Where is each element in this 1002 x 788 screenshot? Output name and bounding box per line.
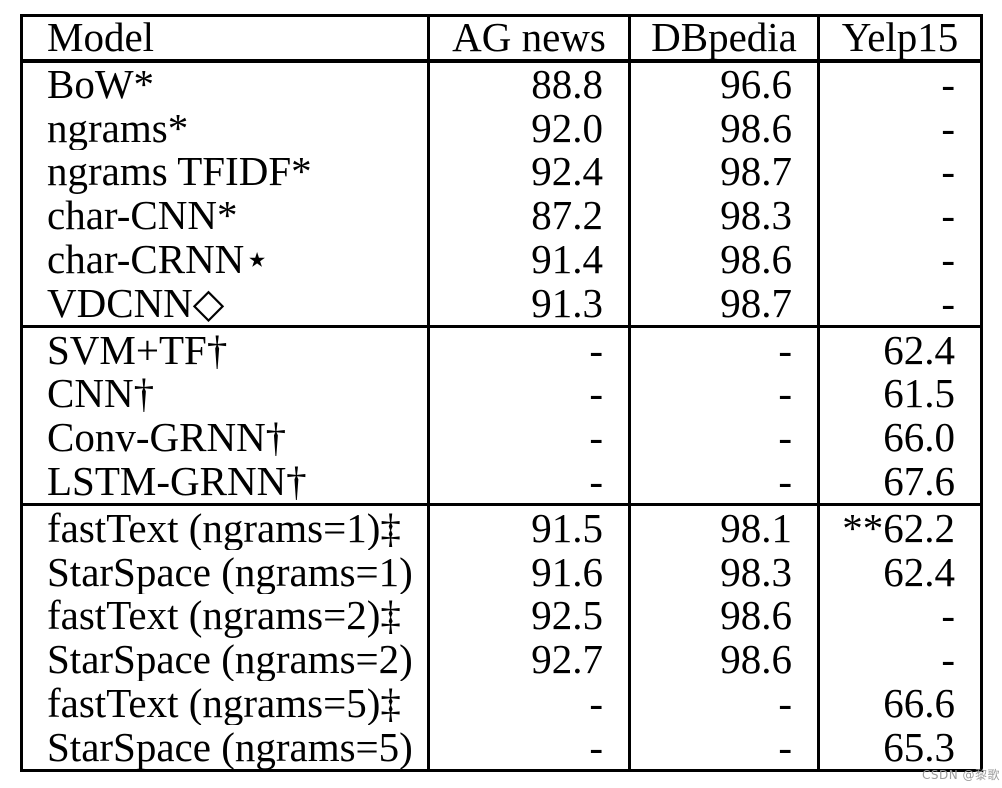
score-cell-yelp15: - [817,637,983,682]
score-cell-dbpedia: 96.6 [628,59,820,107]
score-cell-ag-news: 92.5 [427,593,631,638]
table-section-3: fastText (ngrams=1)‡ 91.5 98.1 **62.2 StarSp… [20,503,983,771]
score-cell-ag-news: 91.4 [427,237,631,282]
score-cell-dbpedia: - [628,325,820,372]
score-cell-dbpedia: 98.3 [628,193,820,238]
score-cell-yelp15: 61.5 [817,372,983,416]
model-name-cell: fastText (ngrams=5)‡ [20,681,430,726]
table-header: Model AG news DBpedia Yelp15 [20,15,983,63]
column-header-model: Model [20,15,430,63]
score-cell-ag-news: 87.2 [427,193,631,238]
score-cell-dbpedia: - [628,459,820,505]
score-cell-ag-news: 92.7 [427,637,631,682]
table-row: StarSpace (ngrams=5) - -65.3 [20,725,983,771]
model-name-cell: VDCNN◇ [20,281,430,327]
model-name-cell: ngrams TFIDF* [20,150,430,194]
table-row: char-CNN* 87.2 98.3- [20,193,983,238]
score-cell-yelp15: 62.4 [817,325,983,372]
model-name-cell: fastText (ngrams=2)‡ [20,593,430,638]
score-cell-yelp15: - [817,281,983,327]
score-cell-dbpedia: 98.6 [628,593,820,638]
model-name-cell: ngrams* [20,106,430,151]
column-header-dbpedia: DBpedia [628,15,820,63]
score-cell-dbpedia: 98.6 [628,106,820,151]
model-name-cell: LSTM-GRNN† [20,459,430,505]
score-cell-ag-news: 88.8 [427,59,631,107]
model-name-cell: Conv-GRNN† [20,415,430,460]
model-name-cell: StarSpace (ngrams=2) [20,637,430,682]
model-results-table: Model AG news DBpedia Yelp15 BoW* 88.8 96.… [20,14,983,772]
score-cell-yelp15: 65.3 [817,725,983,771]
score-cell-ag-news: - [427,415,631,460]
table-row: fastText (ngrams=2)‡ 92.5 98.6- [20,593,983,638]
score-cell-yelp15: - [817,59,983,107]
model-name-cell: StarSpace (ngrams=5) [20,725,430,771]
score-cell-yelp15: - [817,237,983,282]
table-section-1: BoW* 88.8 96.6- ngrams* 92.0 98.6- ngrams TFID… [20,59,983,327]
score-cell-yelp15: 66.0 [817,415,983,460]
table-section-2: SVM+TF† - -62.4 CNN† - -61.5 Conv-GRNN† - -66.0 L… [20,325,983,505]
score-cell-dbpedia: 98.7 [628,150,820,194]
table-row: VDCNN◇ 91.3 98.7- [20,281,983,327]
table-row: LSTM-GRNN† - -67.6 [20,459,983,505]
score-cell-ag-news: - [427,681,631,726]
table-row: fastText (ngrams=1)‡ 91.5 98.1 **62.2 [20,503,983,551]
score-cell-dbpedia: 98.3 [628,550,820,594]
model-name-cell: SVM+TF† [20,325,430,372]
score-cell-dbpedia: 98.7 [628,281,820,327]
column-header-ag-news: AG news [427,15,631,63]
table-row: SVM+TF† - -62.4 [20,325,983,372]
table-row: ngrams* 92.0 98.6- [20,106,983,151]
column-header-yelp15: Yelp15 [817,15,983,63]
score-cell-dbpedia: - [628,725,820,771]
model-name-cell: char-CRNN⋆ [20,237,430,282]
score-cell-ag-news: 91.6 [427,550,631,594]
score-cell-yelp15: **62.2 [817,503,983,551]
model-name-cell: fastText (ngrams=1)‡ [20,503,430,551]
model-name-cell: CNN† [20,372,430,416]
table-row: Conv-GRNN† - -66.0 [20,415,983,460]
score-cell-yelp15: 67.6 [817,459,983,505]
score-cell-ag-news: 92.4 [427,150,631,194]
score-cell-dbpedia: 98.6 [628,637,820,682]
csdn-watermark: CSDN @黎歌 [921,768,1000,782]
score-cell-yelp15: 66.6 [817,681,983,726]
score-cell-dbpedia: 98.1 [628,503,820,551]
score-cell-dbpedia: - [628,372,820,416]
score-cell-dbpedia: - [628,681,820,726]
score-cell-ag-news: 92.0 [427,106,631,151]
score-cell-ag-news: 91.3 [427,281,631,327]
model-name-cell: char-CNN* [20,193,430,238]
table-row: CNN† - -61.5 [20,372,983,416]
score-cell-yelp15: - [817,106,983,151]
score-cell-yelp15: - [817,150,983,194]
model-name-cell: StarSpace (ngrams=1) [20,550,430,594]
table-row: BoW* 88.8 96.6- [20,59,983,107]
score-cell-yelp15: - [817,593,983,638]
table-row: StarSpace (ngrams=2) 92.7 98.6- [20,637,983,682]
score-cell-dbpedia: - [628,415,820,460]
score-cell-yelp15: - [817,193,983,238]
table-row: ngrams TFIDF* 92.4 98.7- [20,150,983,194]
score-cell-ag-news: - [427,459,631,505]
model-name-cell: BoW* [20,59,430,107]
score-cell-ag-news: - [427,725,631,771]
score-cell-yelp15: 62.4 [817,550,983,594]
score-cell-dbpedia: 98.6 [628,237,820,282]
table-row: fastText (ngrams=5)‡ - -66.6 [20,681,983,726]
header-row: Model AG news DBpedia Yelp15 [20,15,983,63]
table-row: char-CRNN⋆ 91.4 98.6- [20,237,983,282]
table-row: StarSpace (ngrams=1) 91.6 98.3 62.4 [20,550,983,594]
score-cell-ag-news: 91.5 [427,503,631,551]
score-cell-ag-news: - [427,372,631,416]
score-cell-ag-news: - [427,325,631,372]
